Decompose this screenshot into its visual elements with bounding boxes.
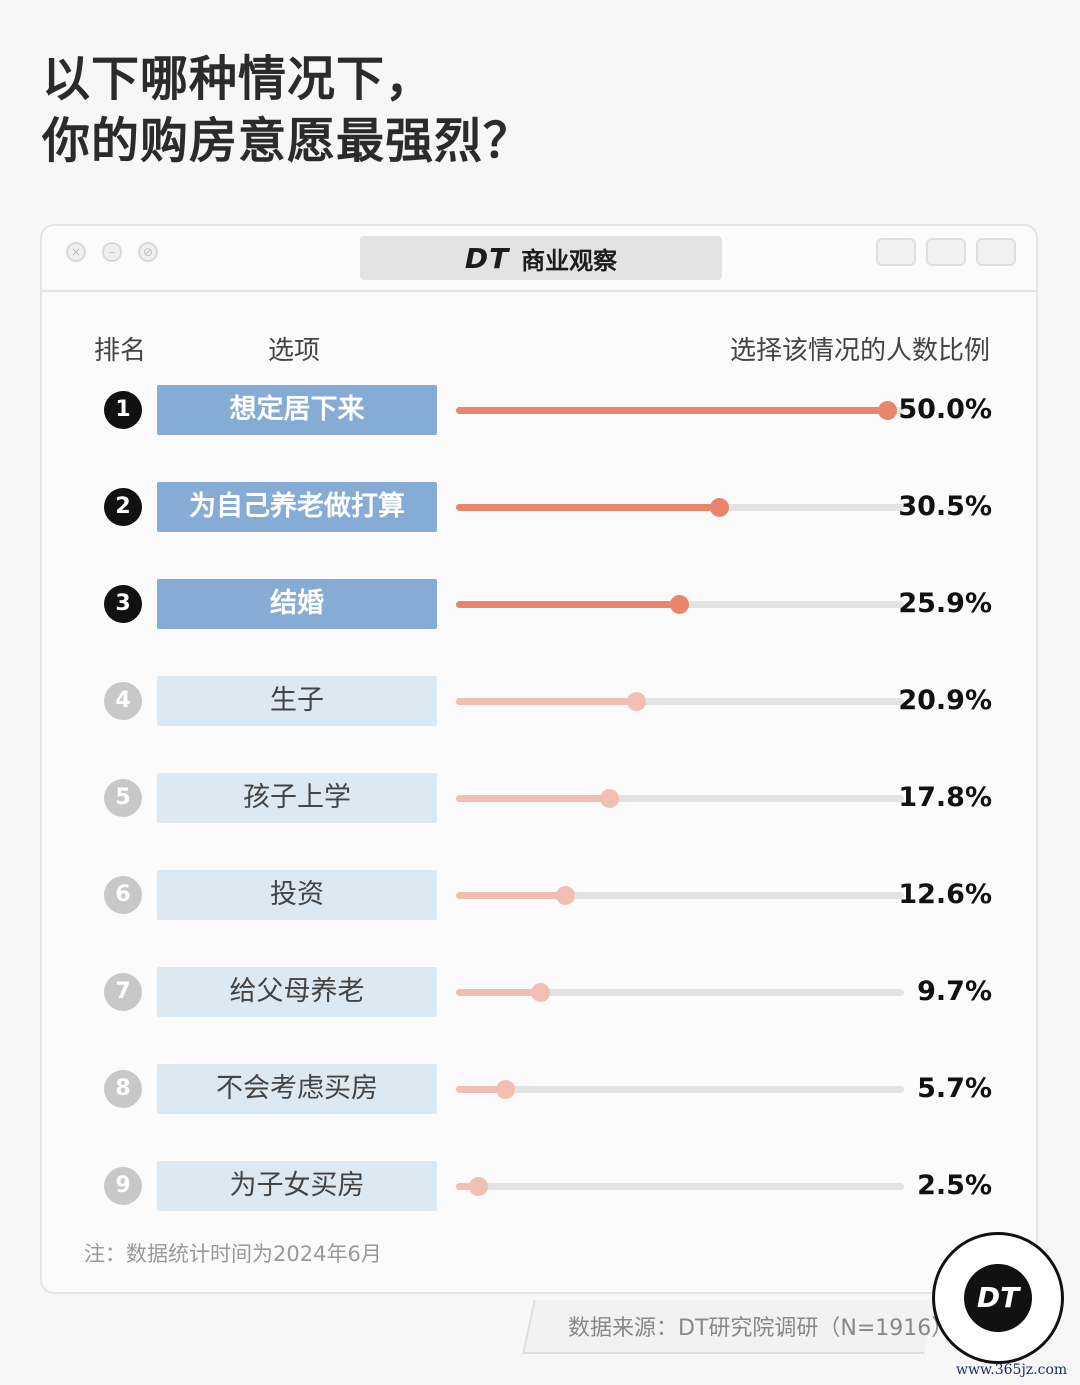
rank-badge: 1 (104, 391, 142, 429)
chart-row: 5 孩子上学 17.8% (0, 773, 1080, 823)
chart-row: 2 为自己养老做打算 30.5% (0, 482, 1080, 532)
bar-fill (456, 601, 679, 608)
option-label: 孩子上学 (157, 773, 437, 823)
value-label: 5.7% (917, 1073, 992, 1104)
brand-header: DT 商业观察 (360, 236, 722, 280)
option-label: 结婚 (157, 579, 437, 629)
page-title: 以下哪种情况下， 你的购房意愿最强烈？ (42, 48, 532, 172)
rank-badge: 4 (104, 682, 142, 720)
minimize-icon[interactable]: – (102, 242, 122, 262)
bar-end-dot (710, 498, 729, 517)
bar-track (456, 692, 904, 711)
share-icon[interactable] (926, 238, 966, 266)
window-titlebar: × – ⊘ DT 商业观察 (42, 226, 1036, 292)
record-icon[interactable] (876, 238, 916, 266)
value-label: 9.7% (917, 976, 992, 1007)
rank-badge: 3 (104, 585, 142, 623)
bar-end-dot (556, 886, 575, 905)
bar-track (456, 401, 904, 420)
bar-track (456, 1080, 904, 1099)
option-label: 投资 (157, 870, 437, 920)
bar-fill (456, 504, 719, 511)
dt-logo: DT (964, 1264, 1032, 1332)
option-label: 为自己养老做打算 (157, 482, 437, 532)
bar-end-dot (627, 692, 646, 711)
value-label: 2.5% (917, 1170, 992, 1201)
value-label: 50.0% (898, 394, 992, 425)
option-label: 给父母养老 (157, 967, 437, 1017)
chart-row: 7 给父母养老 9.7% (0, 967, 1080, 1017)
option-label: 生子 (157, 676, 437, 726)
rank-badge: 6 (104, 876, 142, 914)
bar-fill (456, 698, 636, 705)
maximize-icon[interactable]: ⊘ (138, 242, 158, 262)
bar-track (456, 595, 904, 614)
bar-fill (456, 407, 887, 414)
bar-end-dot (469, 1177, 488, 1196)
bar-track (456, 789, 904, 808)
title-line-1: 以下哪种情况下， (42, 51, 435, 107)
chart-row: 6 投资 12.6% (0, 870, 1080, 920)
chart-row: 3 结婚 25.9% (0, 579, 1080, 629)
value-label: 17.8% (898, 782, 992, 813)
bar-fill (456, 989, 540, 996)
option-label: 想定居下来 (157, 385, 437, 435)
bar-track (456, 983, 904, 1002)
header-rank: 排名 (94, 336, 147, 366)
bar-end-dot (670, 595, 689, 614)
value-label: 20.9% (898, 685, 992, 716)
header-value: 选择该情况的人数比例 (729, 336, 990, 366)
value-label: 25.9% (898, 588, 992, 619)
value-label: 12.6% (898, 879, 992, 910)
brand-logo: DT (464, 241, 510, 275)
bar-track (456, 1177, 904, 1196)
bar-end-dot (496, 1080, 515, 1099)
option-label: 不会考虑买房 (157, 1064, 437, 1114)
chart-row: 9 为子女买房 2.5% (0, 1161, 1080, 1211)
footnote: 注：数据统计时间为2024年6月 (84, 1242, 382, 1266)
rank-badge: 7 (104, 973, 142, 1011)
watermark-url: www.365jz.com (956, 1362, 1068, 1378)
bar-end-dot (600, 789, 619, 808)
chart-row: 4 生子 20.9% (0, 676, 1080, 726)
chart-row: 8 不会考虑买房 5.7% (0, 1064, 1080, 1114)
header-option: 选项 (268, 336, 321, 366)
close-icon[interactable]: × (66, 242, 86, 262)
bar-fill (456, 892, 565, 899)
bar-end-dot (878, 401, 897, 420)
rank-badge: 2 (104, 488, 142, 526)
rank-badge: 9 (104, 1167, 142, 1205)
bar-track (456, 886, 904, 905)
value-label: 30.5% (898, 491, 992, 522)
rank-badge: 5 (104, 779, 142, 817)
option-label: 为子女买房 (157, 1161, 437, 1211)
chart-row: 1 想定居下来 50.0% (0, 385, 1080, 435)
bar-fill (456, 1183, 478, 1190)
copy-icon[interactable] (976, 238, 1016, 266)
rank-badge: 8 (104, 1070, 142, 1108)
bar-end-dot (531, 983, 550, 1002)
source-text: 数据来源：DT研究院调研（N=1916） (568, 1316, 954, 1341)
bar-fill (456, 1086, 505, 1093)
title-line-2: 你的购房意愿最强烈？ (42, 113, 533, 169)
bar-fill (456, 795, 609, 802)
brand-name: 商业观察 (521, 246, 618, 275)
bar-track (456, 498, 904, 517)
